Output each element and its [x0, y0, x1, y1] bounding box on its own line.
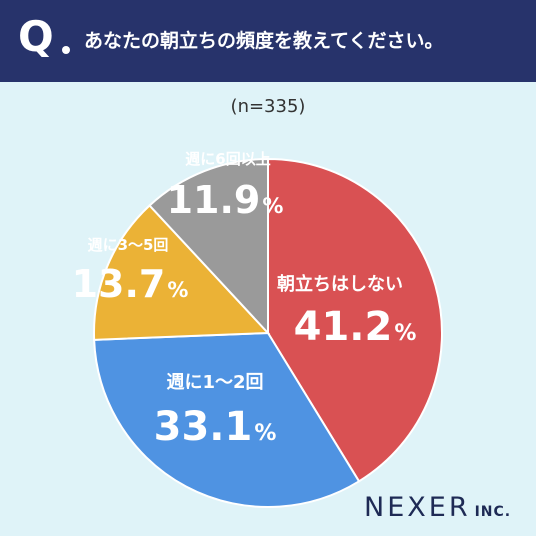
pie-slice-one-two [93, 331, 361, 508]
pie-slice-none [267, 157, 443, 483]
slice-label-none: 朝立ちはしない [277, 273, 403, 295]
slice-value-one-two: 33.1% [154, 404, 277, 450]
slice-label-six-plus: 週に6回以上 [185, 150, 270, 168]
slice-value-six-plus: 11.9% [167, 178, 284, 222]
nexer-logo: NEXER INC. [364, 492, 511, 523]
sample-size: (n=335) [230, 96, 306, 117]
q-dot [62, 46, 70, 54]
slice-value-three-five: 13.7% [72, 262, 189, 306]
logo-main-text: NEXER [364, 492, 471, 523]
q-mark: Q [18, 12, 54, 61]
logo-sub-text: INC. [474, 504, 512, 520]
slice-value-none: 41.2% [294, 304, 417, 350]
slice-label-one-two: 週に1〜2回 [166, 372, 263, 393]
question-text: あなたの朝立ちの頻度を教えてください。 [84, 30, 444, 52]
pie-slice-six-plus [148, 157, 269, 336]
pie-slice-three-five [93, 204, 271, 341]
header-banner: Q あなたの朝立ちの頻度を教えてください。 [0, 0, 536, 82]
slice-label-three-five: 週に3〜5回 [88, 236, 169, 254]
